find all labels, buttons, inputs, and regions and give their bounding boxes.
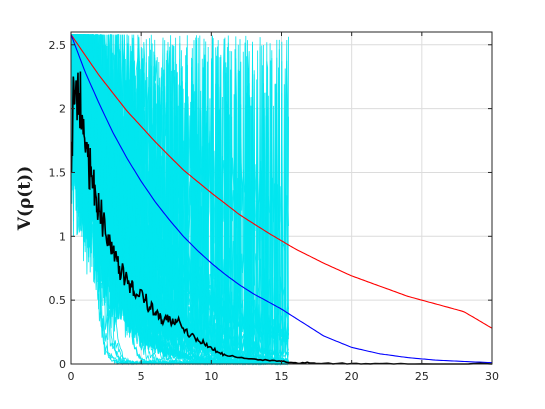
series-line-1 (70, 34, 493, 364)
ticks: 0 5 10 15 20 25 30 0 0.5 1 1.5 2 2.5 (49, 32, 499, 383)
series-line-2 (70, 71, 493, 365)
y-tick-label-3: 1.5 (49, 166, 67, 179)
x-tick-label-0: 0 (68, 370, 75, 383)
y-tick-label-1: 0.5 (49, 294, 67, 307)
y-tick-label-5: 2.5 (49, 39, 67, 52)
y-tick-label-2: 1 (59, 230, 66, 243)
y-tick-label-0: 0 (59, 358, 66, 371)
cyan-trajectory-56 (70, 34, 289, 319)
x-tick-label-3: 15 (275, 370, 289, 383)
x-tick-label-5: 25 (415, 370, 429, 383)
x-tick-label-2: 10 (204, 370, 218, 383)
cyan-trajectory-57 (70, 33, 289, 366)
x-tick-label-1: 5 (138, 370, 145, 383)
x-tick-label-6: 30 (485, 370, 499, 383)
series-lines (70, 34, 493, 365)
y-tick-label-4: 2 (59, 103, 66, 116)
series-line-0 (70, 34, 493, 329)
cyan-trajectory-59 (70, 34, 289, 366)
x-tick-label-4: 20 (345, 370, 359, 383)
y-axis-label: V(ρ(t)) (15, 166, 35, 232)
